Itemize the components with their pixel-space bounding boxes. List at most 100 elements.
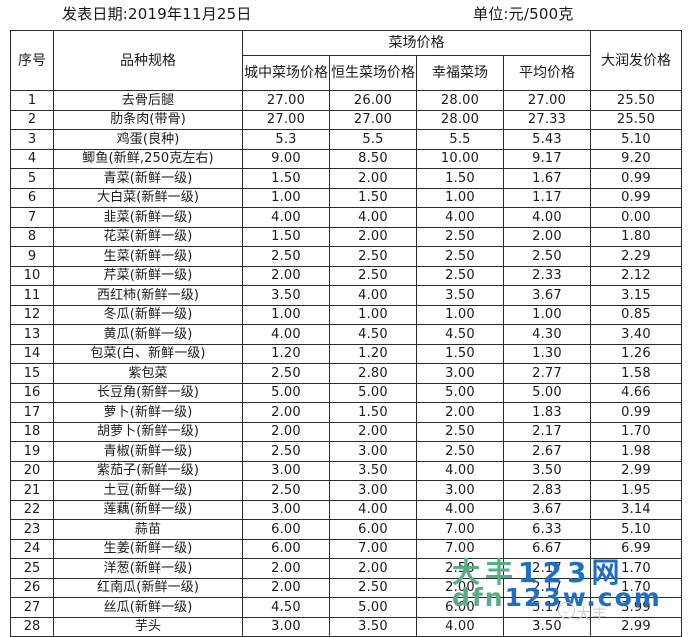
cell-average: 2.83 [503, 480, 591, 501]
cell-seq: 9 [10, 246, 54, 267]
price-table: 序号 品种规格 菜场价格 大润发价格 城中菜场价格 恒生菜场价格 幸福菜场 平均… [10, 30, 682, 637]
cell-seq: 21 [10, 480, 54, 501]
header-market-group: 菜场价格 [242, 30, 591, 56]
cell-average: 3.50 [503, 616, 591, 637]
cell-hengsheng: 2.80 [329, 363, 417, 384]
cell-variety: 紫包菜 [53, 363, 243, 384]
cell-dalunfa: 6.99 [590, 538, 682, 559]
header-variety: 品种规格 [53, 30, 243, 91]
table-row: 28 芋头 3.00 3.50 4.00 3.50 2.99 [10, 616, 682, 637]
header-hengsheng: 恒生菜场价格 [329, 55, 417, 91]
cell-variety: 去骨后腿 [53, 90, 243, 111]
cell-seq: 23 [10, 519, 54, 540]
cell-average: 2.67 [503, 441, 591, 462]
cell-dalunfa: 1.26 [590, 343, 682, 364]
cell-xingfu: 2.00 [416, 577, 504, 598]
table-row: 14 包菜(白、新鲜一级) 1.20 1.20 1.50 1.30 1.26 [10, 343, 682, 364]
cell-xingfu: 1.00 [416, 304, 504, 325]
cell-seq: 28 [10, 616, 54, 637]
cell-variety: 鲫鱼(新鲜,250克左右) [53, 148, 243, 169]
cell-chengzhong: 1.50 [242, 168, 330, 189]
cell-seq: 12 [10, 304, 54, 325]
cell-dalunfa: 9.20 [590, 148, 682, 169]
cell-hengsheng: 2.00 [329, 168, 417, 189]
cell-variety: 黄瓜(新鲜一级) [53, 324, 243, 345]
cell-hengsheng: 4.00 [329, 285, 417, 306]
table-row: 7 韭菜(新鲜一级) 4.00 4.00 4.00 4.00 0.00 [10, 207, 682, 228]
cell-variety: 西红柿(新鲜一级) [53, 285, 243, 306]
cell-dalunfa: 5.10 [590, 129, 682, 150]
cell-seq: 8 [10, 226, 54, 247]
cell-average: 2.17 [503, 558, 591, 579]
cell-chengzhong: 4.50 [242, 597, 330, 618]
cell-variety: 胡萝卜(新鲜一级) [53, 421, 243, 442]
cell-average: 3.67 [503, 285, 591, 306]
table-row: 22 莲藕(新鲜一级) 3.00 4.00 4.00 3.67 3.14 [10, 499, 682, 520]
cell-variety: 生菜(新鲜一级) [53, 246, 243, 267]
cell-xingfu: 1.50 [416, 168, 504, 189]
header-chengzhong: 城中菜场价格 [242, 55, 330, 91]
table-row: 27 丝瓜(新鲜一级) 4.50 5.00 6.00 5.17 3.99 [10, 597, 682, 618]
cell-dalunfa: 4.66 [590, 382, 682, 403]
cell-seq: 17 [10, 402, 54, 423]
cell-chengzhong: 5.00 [242, 382, 330, 403]
cell-xingfu: 2.50 [416, 421, 504, 442]
cell-seq: 13 [10, 324, 54, 345]
cell-xingfu: 2.00 [416, 402, 504, 423]
cell-average: 2.17 [503, 421, 591, 442]
cell-seq: 4 [10, 148, 54, 169]
price-table-wrap: 序号 品种规格 菜场价格 大润发价格 城中菜场价格 恒生菜场价格 幸福菜场 平均… [10, 30, 682, 637]
cell-chengzhong: 3.00 [242, 499, 330, 520]
cell-xingfu: 3.00 [416, 480, 504, 501]
cell-chengzhong: 2.00 [242, 558, 330, 579]
cell-dalunfa: 0.00 [590, 207, 682, 228]
cell-dalunfa: 1.70 [590, 421, 682, 442]
cell-chengzhong: 1.00 [242, 304, 330, 325]
table-row: 16 长豆角(新鲜一级) 5.00 5.00 5.00 5.00 4.66 [10, 382, 682, 403]
cell-variety: 红南瓜(新鲜一级) [53, 577, 243, 598]
cell-seq: 22 [10, 499, 54, 520]
caption-row: 发表日期:2019年11月25日 单位:元/500克 [0, 0, 692, 30]
cell-average: 27.00 [503, 90, 591, 111]
cell-seq: 10 [10, 265, 54, 286]
cell-hengsheng: 6.00 [329, 519, 417, 540]
cell-dalunfa: 1.98 [590, 441, 682, 462]
cell-chengzhong: 2.50 [242, 480, 330, 501]
cell-hengsheng: 1.20 [329, 343, 417, 364]
cell-variety: 韭菜(新鲜一级) [53, 207, 243, 228]
cell-chengzhong: 5.3 [242, 129, 330, 150]
cell-hengsheng: 2.50 [329, 246, 417, 267]
cell-chengzhong: 3.00 [242, 460, 330, 481]
table-row: 15 紫包菜 2.50 2.80 3.00 2.77 1.58 [10, 363, 682, 384]
header-xingfu: 幸福菜场 [416, 55, 504, 91]
cell-seq: 7 [10, 207, 54, 228]
cell-xingfu: 2.50 [416, 246, 504, 267]
cell-xingfu: 10.00 [416, 148, 504, 169]
cell-variety: 萝卜(新鲜一级) [53, 402, 243, 423]
cell-seq: 6 [10, 187, 54, 208]
table-row: 13 黄瓜(新鲜一级) 4.00 4.50 4.50 4.30 3.40 [10, 324, 682, 345]
cell-dalunfa: 2.12 [590, 265, 682, 286]
cell-hengsheng: 4.00 [329, 499, 417, 520]
cell-xingfu: 4.00 [416, 207, 504, 228]
cell-variety: 青椒(新鲜一级) [53, 441, 243, 462]
cell-variety: 生姜(新鲜一级) [53, 538, 243, 559]
cell-seq: 25 [10, 558, 54, 579]
table-row: 24 生姜(新鲜一级) 6.00 7.00 7.00 6.67 6.99 [10, 538, 682, 559]
cell-average: 27.33 [503, 109, 591, 130]
cell-dalunfa: 1.70 [590, 558, 682, 579]
cell-dalunfa: 0.99 [590, 168, 682, 189]
cell-chengzhong: 27.00 [242, 90, 330, 111]
cell-average: 1.83 [503, 402, 591, 423]
cell-chengzhong: 6.00 [242, 538, 330, 559]
cell-hengsheng: 2.00 [329, 226, 417, 247]
cell-average: 1.30 [503, 343, 591, 364]
cell-average: 9.17 [503, 148, 591, 169]
cell-hengsheng: 3.00 [329, 441, 417, 462]
cell-seq: 14 [10, 343, 54, 364]
table-row: 19 青椒(新鲜一级) 2.50 3.00 2.50 2.67 1.98 [10, 441, 682, 462]
cell-dalunfa: 1.58 [590, 363, 682, 384]
cell-dalunfa: 25.50 [590, 109, 682, 130]
cell-hengsheng: 1.50 [329, 187, 417, 208]
